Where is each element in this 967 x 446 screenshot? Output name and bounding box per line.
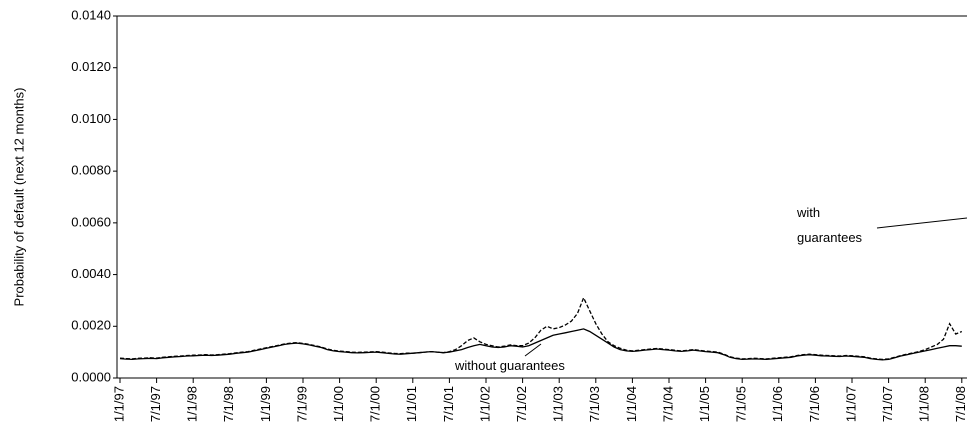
x-tick-label: 7/1/00	[368, 386, 383, 422]
series-annotation: without guarantees	[455, 358, 565, 373]
x-tick-label: 1/1/07	[843, 386, 858, 422]
x-tick-label: 7/1/98	[221, 386, 236, 422]
x-tick-label: 7/1/97	[148, 386, 163, 422]
x-tick-label: 1/1/99	[258, 386, 273, 422]
x-tick-label: 1/1/08	[917, 386, 932, 422]
x-tick-label: 1/1/01	[404, 386, 419, 422]
y-tick-label: 0.0100	[71, 111, 111, 126]
x-tick-label: 7/1/06	[807, 386, 822, 422]
annotation-pointer	[876, 217, 967, 229]
y-tick-label: 0.0120	[71, 59, 111, 74]
x-tick-label: 7/1/02	[514, 386, 529, 422]
y-tick-label: 0.0140	[71, 7, 111, 22]
y-tick-label: 0.0060	[71, 214, 111, 229]
line-series	[119, 296, 963, 361]
x-tick-label: 7/1/05	[734, 386, 749, 422]
y-tick-label: 0.0080	[71, 163, 111, 178]
x-tick-label: 7/1/01	[441, 386, 456, 422]
x-tick-label: 7/1/99	[294, 386, 309, 422]
x-tick-label: 1/1/97	[111, 386, 126, 422]
x-tick-label: 1/1/05	[697, 386, 712, 422]
y-tick-label: 0.0020	[71, 318, 111, 333]
series-annotation: with guarantees	[797, 205, 863, 245]
annotation-pointer	[524, 343, 542, 357]
x-tick-label: 1/1/00	[331, 386, 346, 422]
series-label: without guarantees	[455, 358, 565, 373]
x-tick-label: 1/1/06	[770, 386, 785, 422]
x-tick-label: 1/1/04	[624, 386, 639, 422]
series-label: with guarantees	[797, 205, 863, 245]
x-tick-label: 7/1/08	[953, 386, 967, 422]
y-axis-title: Probability of default (next 12 months)	[11, 88, 26, 307]
y-tick-label: 0.0040	[71, 266, 111, 281]
y-tick-label: 0.0000	[71, 369, 111, 384]
x-tick-label: 7/1/04	[660, 386, 675, 422]
x-tick-label: 7/1/03	[587, 386, 602, 422]
x-tick-label: 1/1/02	[477, 386, 492, 422]
x-tick-label: 7/1/07	[880, 386, 895, 422]
x-tick-label: 1/1/03	[551, 386, 566, 422]
x-tick-label: 1/1/98	[185, 386, 200, 422]
